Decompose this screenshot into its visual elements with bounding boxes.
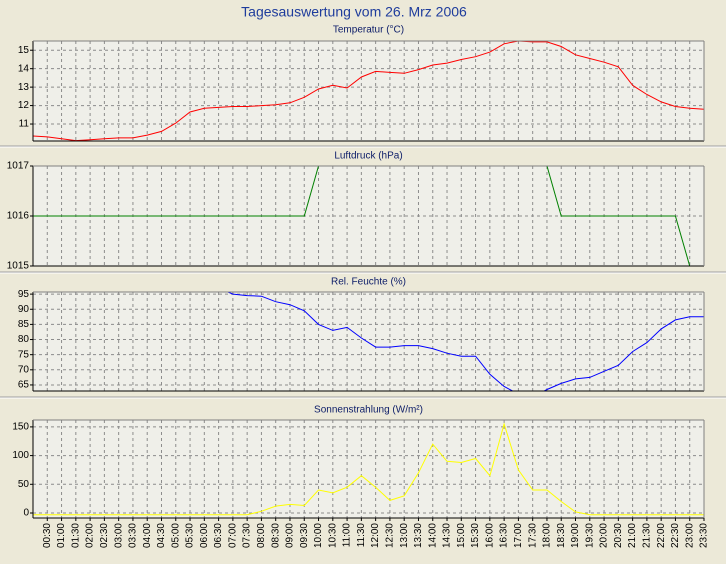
x-tick-label: 22:30 [670, 523, 681, 548]
x-tick-label: 14:30 [442, 523, 453, 548]
y-tick-label: 14 [18, 63, 30, 74]
x-tick-label: 06:30 [213, 523, 224, 548]
y-tick-label: 0 [23, 508, 29, 519]
y-tick-label: 150 [12, 422, 29, 433]
x-tick-label: 23:30 [699, 523, 710, 548]
x-tick-label: 11:30 [356, 523, 367, 548]
chart-title: Rel. Feuchte (%) [331, 277, 406, 288]
x-tick-label: 05:00 [170, 523, 181, 548]
x-tick-label: 09:00 [285, 523, 296, 548]
y-tick-label: 11 [19, 119, 30, 130]
x-tick-label: 18:30 [556, 523, 567, 548]
chart-title: Temperatur (°C) [333, 25, 404, 36]
y-tick-label: 12 [18, 100, 30, 111]
x-tick-label: 19:00 [570, 523, 581, 548]
y-tick-label: 100 [12, 450, 29, 461]
y-tick-label: 1015 [7, 261, 30, 272]
data-line [226, 292, 704, 391]
x-tick-label: 02:00 [85, 523, 96, 548]
x-tick-label: 04:00 [142, 523, 153, 548]
plot-area [33, 292, 704, 391]
chart-title: Sonnenstrahlung (W/m²) [314, 405, 423, 416]
x-tick-label: 08:30 [270, 523, 281, 548]
y-tick-label: 75 [18, 349, 30, 360]
x-tick-label: 05:30 [185, 523, 196, 548]
y-tick-label: 1016 [7, 211, 30, 222]
y-tick-label: 85 [18, 319, 30, 330]
plot-area [33, 420, 704, 518]
y-tick-label: 50 [18, 479, 30, 490]
x-tick-label: 17:00 [513, 523, 524, 548]
page-title: Tagesauswertung vom 26. Mrz 2006 [241, 4, 467, 20]
x-tick-label: 10:30 [327, 523, 338, 548]
y-tick-label: 65 [18, 380, 30, 391]
y-tick-label: 1017 [7, 161, 30, 172]
y-tick-label: 13 [18, 82, 30, 93]
x-tick-label: 06:00 [199, 523, 210, 548]
x-tick-label: 21:30 [642, 523, 653, 548]
x-tick-label: 17:30 [527, 523, 538, 548]
x-tick-label: 03:00 [113, 523, 124, 548]
x-tick-label: 00:30 [42, 523, 53, 548]
x-tick-label: 08:00 [256, 523, 267, 548]
data-line [33, 422, 704, 516]
x-tick-label: 10:00 [313, 523, 324, 548]
x-tick-label: 16:30 [499, 523, 510, 548]
data-line [33, 41, 704, 141]
x-tick-label: 19:30 [584, 523, 595, 548]
y-tick-label: 90 [18, 304, 30, 315]
x-tick-label: 04:30 [156, 523, 167, 548]
chart-title: Luftdruck (hPa) [334, 151, 402, 162]
x-tick-label: 22:00 [656, 523, 667, 548]
x-tick-label: 01:30 [70, 523, 81, 548]
y-tick-label: 15 [18, 45, 30, 56]
x-tick-label: 09:30 [299, 523, 310, 548]
x-tick-label: 23:00 [684, 523, 695, 548]
x-tick-label: 11:00 [342, 523, 353, 548]
data-line [33, 166, 704, 266]
x-tick-label: 20:00 [599, 523, 610, 548]
x-tick-label: 01:00 [56, 523, 67, 548]
x-tick-label: 16:00 [485, 523, 496, 548]
x-tick-label: 14:00 [427, 523, 438, 548]
x-tick-label: 07:00 [228, 523, 239, 548]
x-tick-label: 20:30 [613, 523, 624, 548]
x-tick-label: 02:30 [99, 523, 110, 548]
x-tick-label: 21:00 [627, 523, 638, 548]
x-tick-label: 13:00 [399, 523, 410, 548]
x-tick-label: 15:00 [456, 523, 467, 548]
x-tick-label: 03:30 [128, 523, 139, 548]
y-tick-label: 70 [18, 364, 30, 375]
x-tick-label: 13:30 [413, 523, 424, 548]
plot-area [33, 41, 704, 141]
x-tick-label: 18:00 [542, 523, 553, 548]
y-tick-label: 80 [18, 334, 30, 345]
x-tick-label: 15:30 [470, 523, 481, 548]
x-tick-label: 12:30 [385, 523, 396, 548]
x-tick-label: 07:30 [242, 523, 253, 548]
y-tick-label: 95 [18, 289, 30, 300]
x-tick-label: 12:00 [370, 523, 381, 548]
